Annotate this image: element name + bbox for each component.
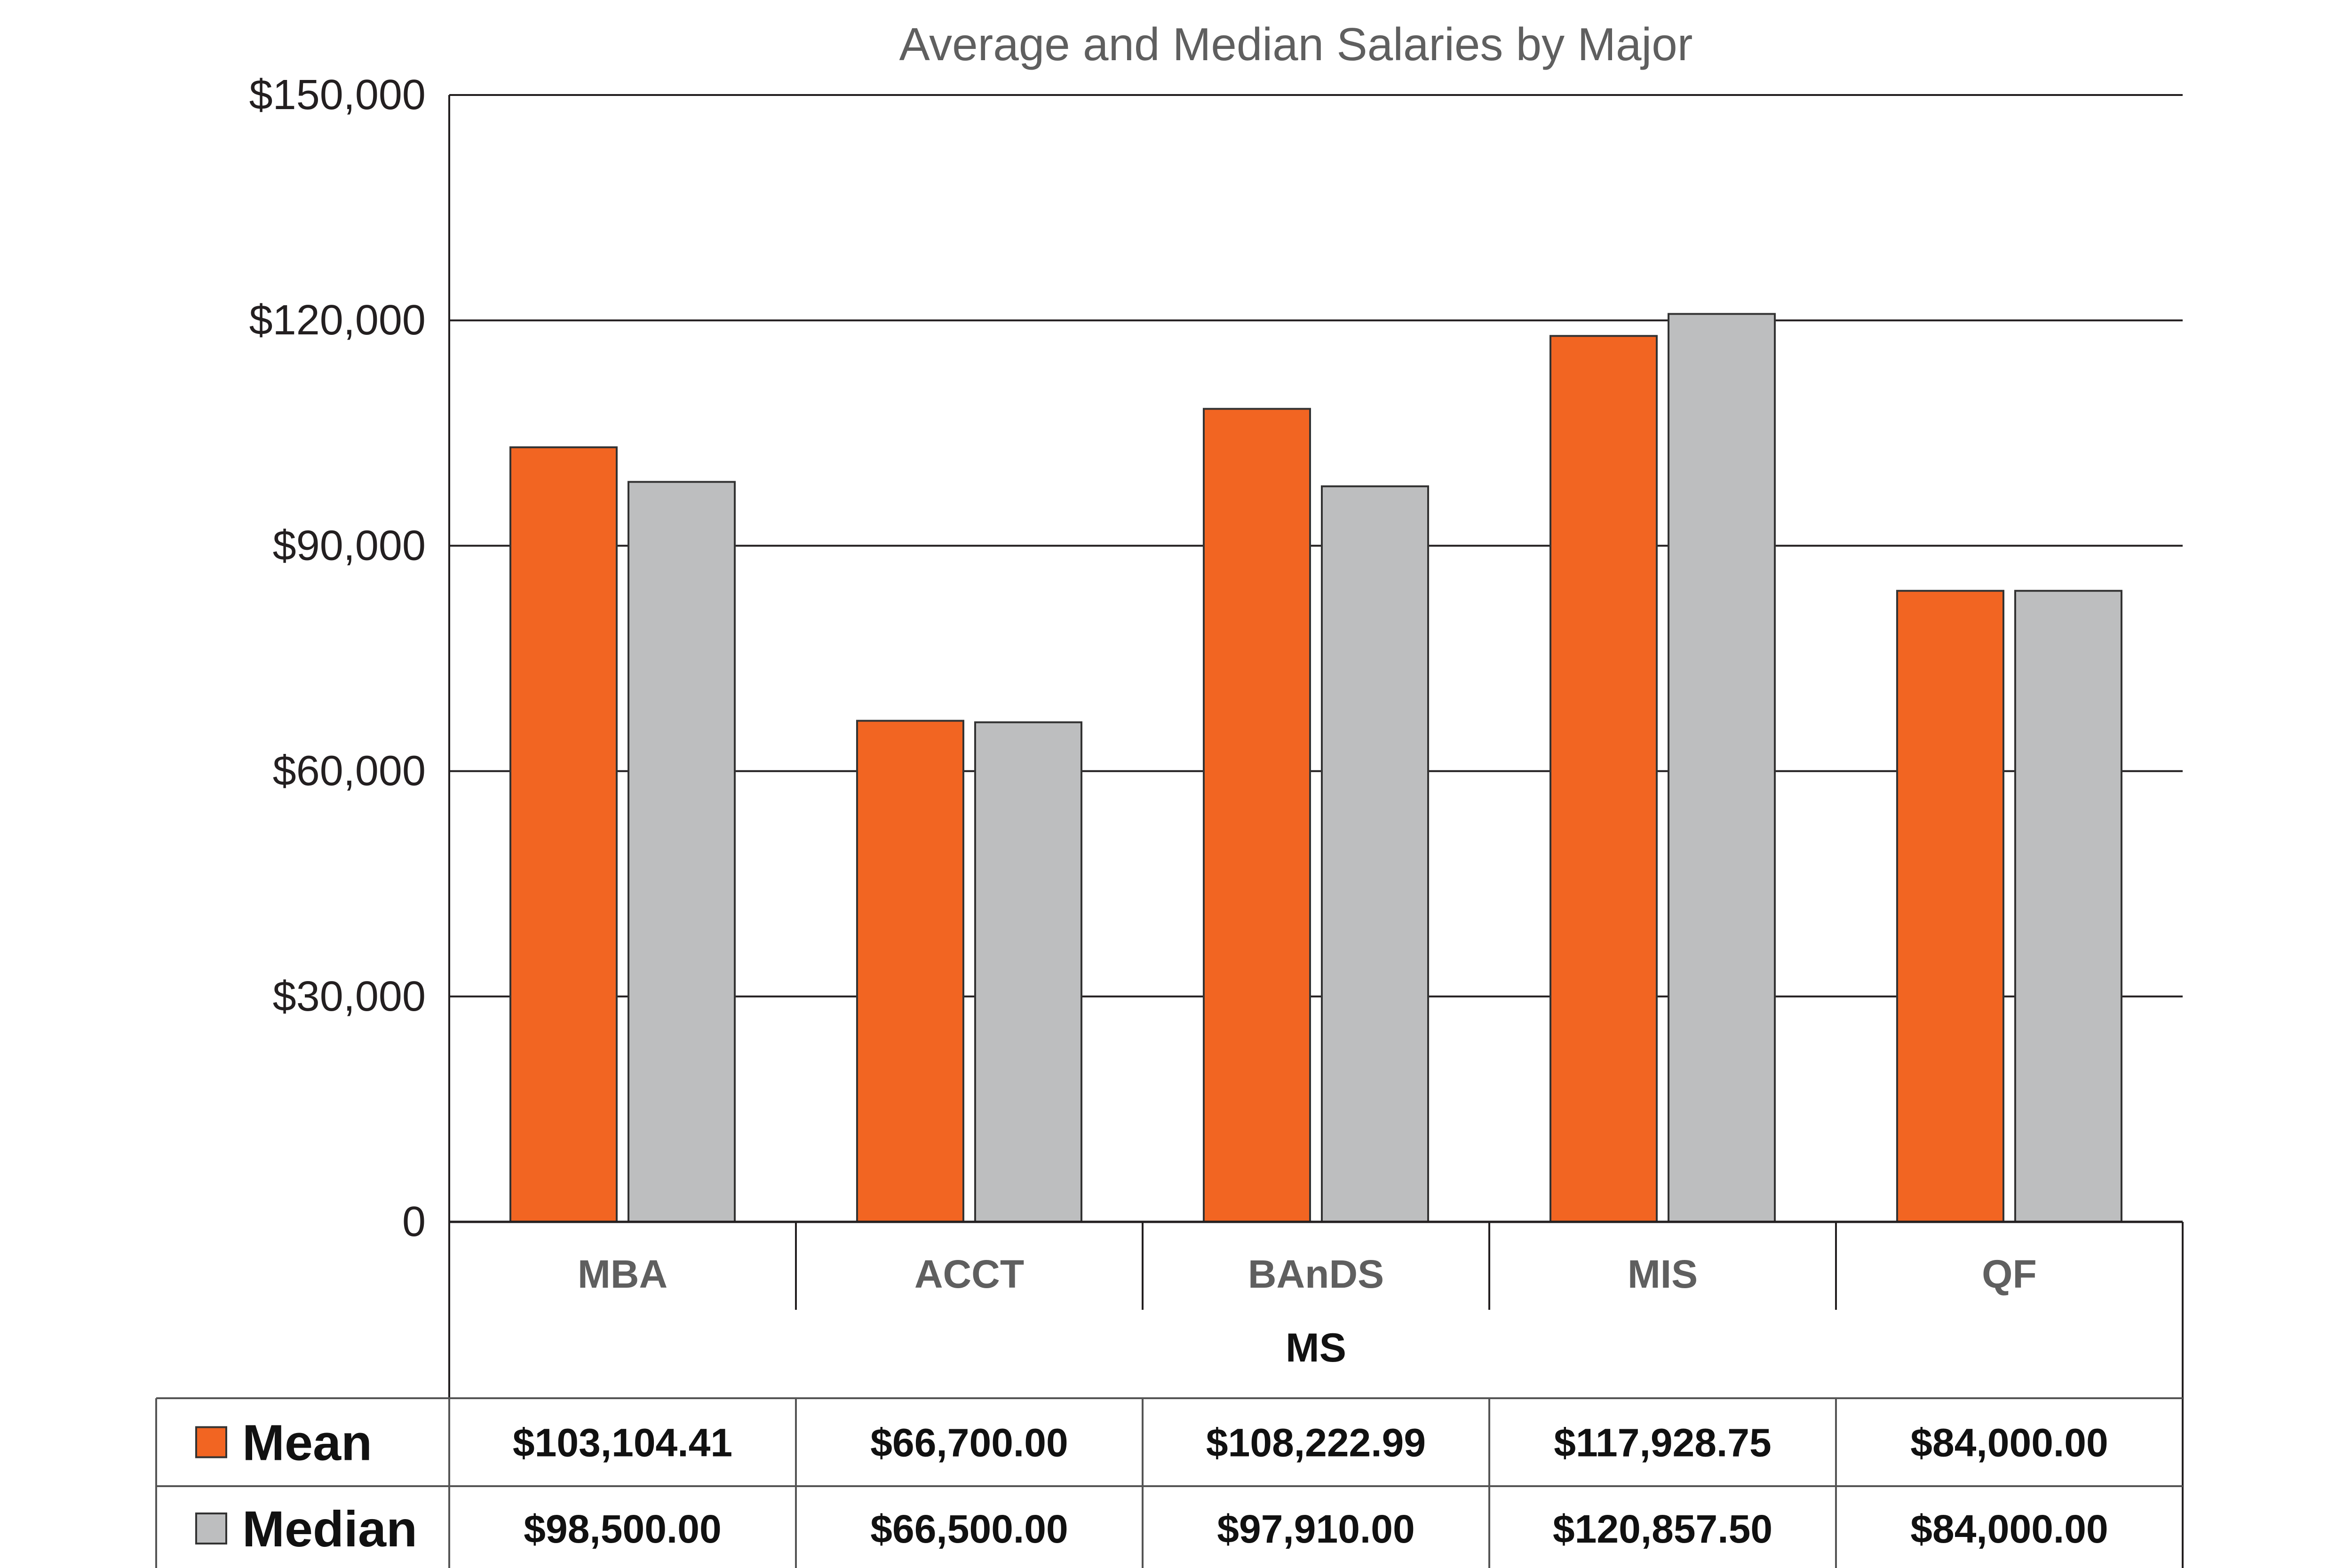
bar-mean-bands (1203, 408, 1311, 1223)
value-mean-qf: $84,000.00 (1910, 1421, 2108, 1465)
value-mean-mba: $103,104.41 (513, 1421, 732, 1465)
bar-mean-mis (1549, 335, 1658, 1223)
y-tick-label: $120,000 (249, 297, 426, 344)
category-label: BAnDS (1248, 1252, 1384, 1296)
data-table: MBA ACCT BAnDS MIS QF MS Mean $103,104.41 $66,70… (155, 1220, 2184, 1568)
value-mean-bands: $108,222.99 (1206, 1421, 1426, 1465)
legend-label-median: Median (242, 1500, 417, 1557)
bars (509, 313, 2122, 1223)
value-median-qf: $84,000.00 (1910, 1507, 2108, 1551)
value-mean-mis: $117,928.75 (1554, 1421, 1772, 1465)
gridlines (448, 94, 2183, 1398)
legend-label-mean: Mean (242, 1414, 372, 1471)
bar-mean-mba (509, 446, 618, 1223)
bar-mean-qf (1896, 590, 2004, 1223)
y-tick-label: $150,000 (249, 71, 426, 119)
category-label: ACCT (914, 1252, 1024, 1296)
legend-swatch-median (195, 1513, 227, 1544)
chart-title: Average and Median Salaries by Major (899, 18, 1693, 70)
bar-median-acct (974, 721, 1082, 1223)
category-label: MBA (578, 1252, 667, 1296)
bar-median-qf (2014, 590, 2122, 1223)
y-axis-ticks: 0 $30,000 $60,000 $90,000 $120,000 $150,000 (249, 71, 426, 1245)
bar-median-mis (1668, 313, 1776, 1223)
value-median-bands: $97,910.00 (1217, 1507, 1414, 1551)
value-mean-acct: $66,700.00 (870, 1421, 1068, 1465)
group-label: MS (1286, 1325, 1346, 1370)
y-tick-label: $60,000 (273, 748, 426, 795)
bar-mean-acct (856, 720, 964, 1223)
value-median-acct: $66,500.00 (870, 1507, 1068, 1551)
category-label: MIS (1628, 1252, 1698, 1296)
category-label: QF (1982, 1252, 2037, 1296)
y-tick-label: $30,000 (273, 973, 426, 1020)
bar-median-mba (628, 481, 736, 1223)
bar-median-bands (1321, 485, 1429, 1223)
legend-swatch-mean (195, 1426, 227, 1458)
y-tick-label: 0 (402, 1198, 426, 1245)
y-tick-label: $90,000 (273, 522, 426, 569)
value-median-mis: $120,857.50 (1553, 1507, 1772, 1551)
value-median-mba: $98,500.00 (524, 1507, 721, 1551)
